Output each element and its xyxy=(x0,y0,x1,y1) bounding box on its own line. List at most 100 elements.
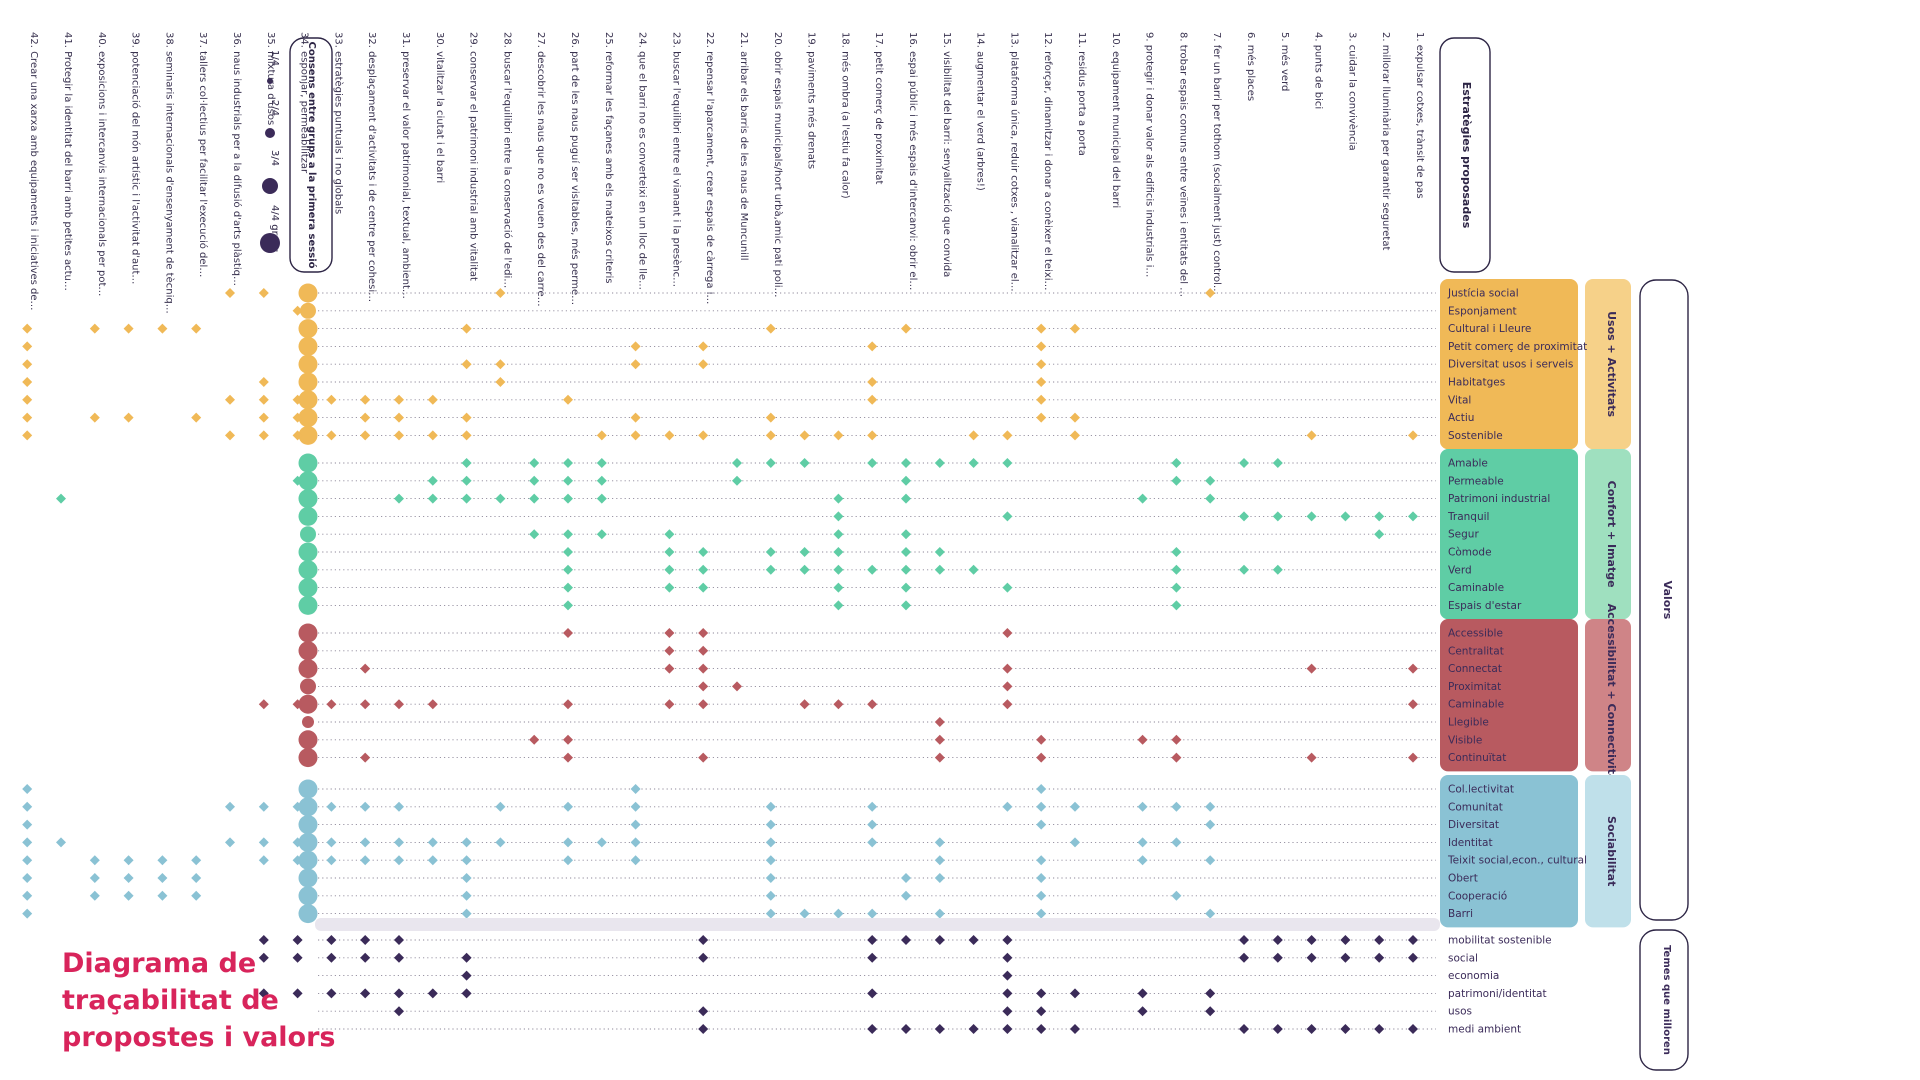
trace-mark xyxy=(258,837,269,848)
trace-mark xyxy=(698,663,709,674)
consensus-legend-label: 1/4 xyxy=(269,50,280,66)
trace-mark xyxy=(765,890,776,901)
tema-mark xyxy=(1408,935,1418,945)
value-label: Caminable xyxy=(1448,582,1504,594)
trace-mark xyxy=(461,475,472,486)
trace-mark xyxy=(1171,475,1182,486)
trace-mark xyxy=(22,359,33,370)
strategy-label: 16. espai públic i més espais d'intercan… xyxy=(907,32,919,290)
value-group-label: Confort + Imatge xyxy=(1605,481,1618,588)
strategy-label: 27. descobrir les naus que no es veuen d… xyxy=(535,32,546,307)
trace-mark xyxy=(664,547,675,557)
trace-mark xyxy=(258,801,269,812)
trace-mark xyxy=(292,430,303,441)
trace-mark xyxy=(934,564,945,575)
value-group-box xyxy=(1440,449,1578,620)
consensus-circle xyxy=(300,526,316,543)
consensus-circle xyxy=(298,578,318,598)
value-label: Habitatges xyxy=(1448,377,1505,389)
trace-mark xyxy=(461,908,472,919)
strategy-label: 7. fer un barri per tothom (socialment j… xyxy=(1211,32,1222,295)
trace-mark xyxy=(394,855,404,866)
trace-mark xyxy=(833,511,844,522)
trace-mark xyxy=(22,394,33,405)
trace-mark xyxy=(89,873,100,883)
trace-mark xyxy=(901,873,911,883)
trace-mark xyxy=(1374,529,1385,540)
trace-mark xyxy=(934,873,945,883)
trace-mark xyxy=(123,855,134,866)
trace-mark xyxy=(1171,564,1182,575)
trace-mark xyxy=(1137,801,1148,812)
trace-mark xyxy=(292,855,303,866)
consensus-circle xyxy=(298,850,318,870)
trace-mark xyxy=(191,855,202,866)
trace-mark xyxy=(833,430,844,441)
tema-mark xyxy=(698,935,709,945)
trace-mark xyxy=(394,493,404,504)
tema-mark xyxy=(1205,988,1216,999)
trace-mark xyxy=(1374,511,1385,522)
trace-mark xyxy=(934,717,945,727)
trace-mark xyxy=(1205,288,1216,298)
diagram-title: Diagrama de traçabilitat de propostes i … xyxy=(62,945,336,1056)
tema-mark xyxy=(901,1024,911,1034)
tema-mark xyxy=(1036,988,1047,999)
value-group-tab xyxy=(1585,619,1631,772)
trace-mark xyxy=(732,475,742,486)
trace-mark xyxy=(529,475,540,486)
tema-mark xyxy=(867,935,878,945)
trace-mark xyxy=(901,493,911,504)
tema-mark xyxy=(1002,970,1013,981)
value-label: Vital xyxy=(1448,394,1471,406)
tema-mark xyxy=(1070,988,1080,999)
trace-mark xyxy=(1070,837,1080,848)
consensus-circle xyxy=(298,832,318,852)
tema-mark xyxy=(1306,935,1317,945)
tema-mark xyxy=(1002,935,1013,945)
tema-mark xyxy=(1036,1024,1047,1034)
trace-mark xyxy=(1036,908,1047,919)
trace-mark xyxy=(968,458,979,468)
tema-mark xyxy=(1036,1006,1047,1017)
trace-mark xyxy=(1171,734,1182,745)
strategy-label: 42. Crear una xarxa amb equipaments i in… xyxy=(28,32,39,311)
trace-mark xyxy=(698,359,709,370)
trace-mark xyxy=(292,837,303,848)
trace-mark xyxy=(427,430,438,441)
tema-mark xyxy=(326,952,337,963)
trace-mark xyxy=(799,699,810,710)
trace-mark xyxy=(765,547,776,557)
trace-mark xyxy=(799,430,810,441)
trace-mark xyxy=(89,890,100,901)
strategy-label: 36. naus industrials per a la difusió d'… xyxy=(231,32,243,286)
trace-mark xyxy=(22,873,33,883)
trace-mark xyxy=(799,908,810,919)
trace-mark xyxy=(698,681,709,692)
value-label: Continuïtat xyxy=(1448,752,1506,764)
trace-mark xyxy=(934,855,945,866)
trace-mark xyxy=(563,628,573,638)
trace-mark xyxy=(630,359,641,370)
consensus-circle xyxy=(298,390,318,410)
trace-mark xyxy=(968,430,979,441)
trace-mark xyxy=(934,908,945,919)
trace-mark xyxy=(596,837,607,848)
strategy-label: 4. punts de bici xyxy=(1313,32,1324,109)
consensus-circle xyxy=(298,886,318,906)
tema-mark xyxy=(1002,1006,1013,1017)
tema-mark xyxy=(292,935,303,945)
trace-mark xyxy=(630,819,641,830)
trace-mark xyxy=(1036,323,1047,334)
tema-mark xyxy=(867,988,878,999)
trace-mark xyxy=(1171,582,1182,593)
strategy-label: 23. buscar l'equilibri entre el vianant … xyxy=(670,32,682,287)
trace-mark xyxy=(563,582,573,593)
valors-bracket xyxy=(1639,279,1689,921)
strategy-label: 15. visibilitat del barri: senyalització… xyxy=(941,32,953,277)
consensus-circle xyxy=(298,641,318,661)
tema-mark xyxy=(1205,1006,1216,1017)
title-line-1: Diagrama de xyxy=(62,948,257,979)
trace-mark xyxy=(1272,511,1283,522)
trace-mark xyxy=(867,394,878,405)
